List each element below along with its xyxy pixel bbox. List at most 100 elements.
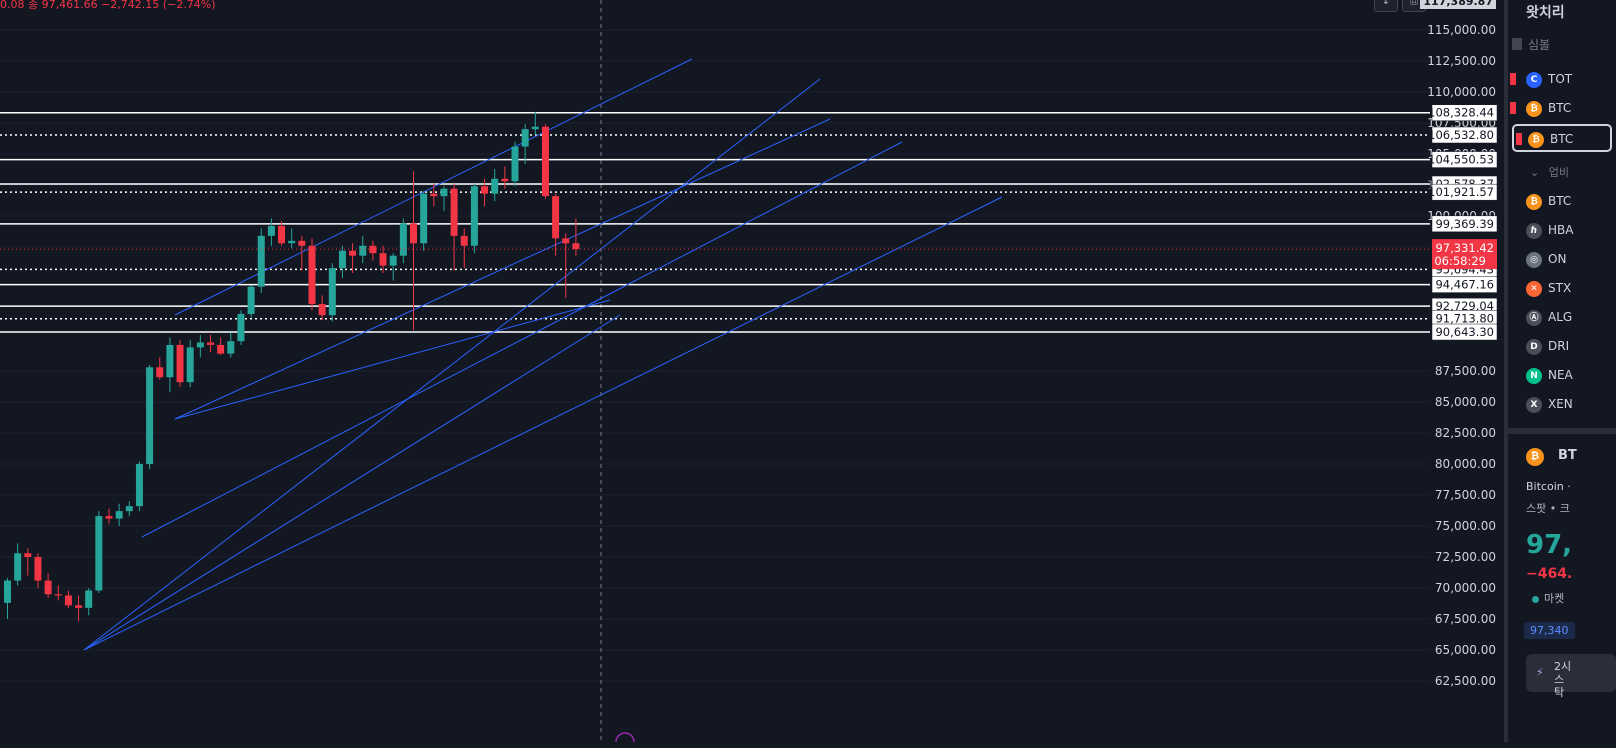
watchlist-symbol: HBA (1548, 223, 1574, 237)
candle-body (24, 553, 32, 557)
candle-body (4, 580, 11, 603)
trendline (83, 314, 621, 651)
detail-coin-icon: ₿ (1526, 448, 1544, 466)
level-label-bg (1431, 183, 1498, 201)
y-tick-label: 70,000.00 (1435, 581, 1496, 595)
watchlist-row-hba[interactable]: ℏ HBA (1508, 217, 1616, 245)
candle-body (156, 367, 164, 378)
candle-body (54, 594, 62, 596)
download-icon[interactable]: ↓ (1374, 0, 1398, 12)
level-label-bg (1431, 151, 1498, 168)
flag-icon[interactable] (1510, 102, 1516, 114)
flag-icon[interactable] (1510, 73, 1516, 85)
candle-body (186, 347, 194, 383)
market-status: 마켓 (1544, 592, 1565, 605)
promo-card[interactable]: ⚡ 2시 스탁 (1526, 654, 1616, 699)
lightning-icon: ⚡ (1536, 666, 1544, 679)
y-tick-label: 87,500.00 (1435, 364, 1496, 378)
y-tick-label: 115,000.00 (1427, 23, 1496, 37)
watchlist-row-alg[interactable]: Ⓐ ALG (1508, 304, 1616, 332)
candle-body (257, 235, 265, 287)
price-chart[interactable]: 115,000.00112,500.00110,000.00107,500.00… (0, 0, 1504, 742)
level-label-bg (1431, 126, 1498, 144)
watchlist-row-btc[interactable]: ₿ BTC (1508, 188, 1616, 216)
y-tick-label: 80,000.00 (1435, 457, 1496, 471)
candle-body (34, 557, 42, 581)
candle-body (75, 605, 83, 608)
candle-body (44, 580, 52, 595)
level-label: 101,921.57 (1428, 185, 1494, 199)
level-label-bg (1431, 276, 1498, 293)
watchlist-row-stx[interactable]: ✕ STX (1508, 275, 1616, 303)
candle-body (115, 511, 123, 519)
watchlist-row-dri[interactable]: D DRI (1508, 333, 1616, 361)
coin-icon: ℏ (1526, 223, 1542, 239)
coin-icon: ₿ (1528, 132, 1544, 148)
watchlist-symbol: STX (1548, 281, 1572, 295)
section-label[interactable]: ⌄ 업비 (1530, 164, 1569, 180)
candle-body (135, 464, 143, 507)
watchlist-symbol: BTC (1548, 194, 1572, 208)
candle-body (470, 186, 478, 246)
watchlist-row-on[interactable]: ◎ ON (1508, 246, 1616, 274)
chevron-down-icon: ⌄ (1530, 166, 1540, 179)
watchlist-row-btc[interactable]: ₿ BTC (1508, 95, 1616, 123)
candle-body (217, 344, 225, 354)
y-tick-label: 72,500.00 (1435, 550, 1496, 564)
level-label: 108,328.44 (1428, 106, 1494, 120)
y-tick-label: 85,000.00 (1435, 395, 1496, 409)
candle-body (207, 342, 214, 345)
candle-body (562, 238, 570, 244)
watchlist-symbol: BTC (1550, 132, 1574, 146)
trendline (174, 118, 831, 420)
candle-body (491, 178, 499, 194)
watchlist-row-btc[interactable]: ₿ BTC (1512, 124, 1612, 152)
level-label-bg (1431, 104, 1498, 121)
level-label: 92,729.04 (1435, 299, 1494, 313)
candle-body (531, 126, 539, 130)
candle-body (349, 250, 357, 256)
candle-body (572, 243, 580, 250)
coin-icon: C (1526, 72, 1542, 88)
candle-body (501, 178, 509, 182)
watchlist-row-tot[interactable]: C TOT (1508, 66, 1616, 94)
level-label: 104,550.53 (1428, 153, 1494, 167)
watchlist-symbol: DRI (1548, 339, 1570, 353)
coin-icon: Ⓐ (1526, 310, 1542, 326)
watchlist-title[interactable]: 왓치리 (1526, 5, 1565, 21)
trendline (83, 78, 821, 651)
chart-area[interactable]: 115,000.00 112,500.00 110,000.00 107,500.00… (0, 0, 1504, 742)
symbol-column-header[interactable]: 심볼 (1528, 38, 1551, 52)
bid-price-badge[interactable]: 97,340 (1524, 622, 1575, 639)
sidebar-divider[interactable] (1504, 0, 1508, 742)
detail-symbol: BT (1558, 448, 1577, 463)
event-marker-icon (615, 732, 635, 742)
ohlc-legend: 0.08 종 97,461.66 −2,742.15 (−2.74%) (0, 0, 216, 11)
candle-body (328, 268, 336, 316)
y-tick-label: 75,000.00 (1435, 519, 1496, 533)
flag-icon[interactable] (1516, 133, 1522, 145)
candle-body (450, 188, 458, 236)
detail-meta: 스팟 • 크 (1526, 502, 1570, 515)
watchlist-row-nea[interactable]: N NEA (1508, 362, 1616, 390)
candle-body (227, 341, 235, 354)
candle-body (247, 286, 255, 314)
y-tick-label: 77,500.00 (1435, 488, 1496, 502)
candle-body (95, 516, 103, 591)
watchlist-symbol: ON (1548, 252, 1567, 266)
candle-body (278, 225, 286, 244)
candle-body (389, 255, 397, 266)
watchlist-row-xen[interactable]: X XEN (1508, 391, 1616, 419)
candle-body (359, 245, 367, 256)
watchlist-symbol: BTC (1548, 101, 1572, 115)
candle-body (379, 253, 387, 266)
candle-body (85, 590, 93, 608)
level-label: 94,467.16 (1435, 278, 1494, 292)
coin-icon: ◎ (1526, 252, 1542, 268)
watchlist-symbol: ALG (1548, 310, 1573, 324)
level-label-bg (1431, 323, 1498, 341)
candle-body (166, 344, 174, 378)
candle-body (308, 245, 316, 305)
trendline (83, 196, 1003, 651)
candle-body (440, 188, 448, 197)
